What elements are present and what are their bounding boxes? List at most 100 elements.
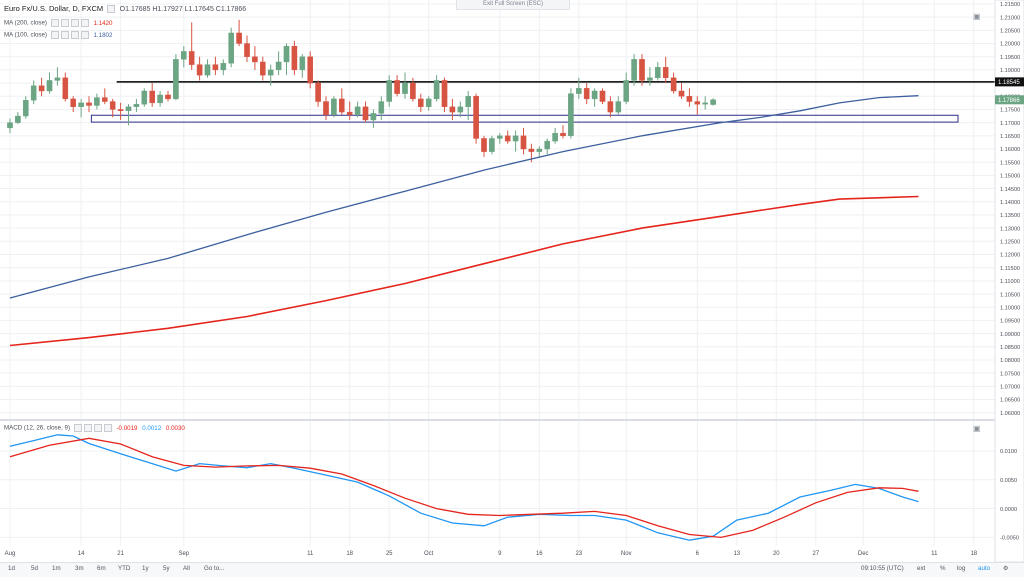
price-label-box <box>995 95 1024 105</box>
time-tick-label: Sep <box>178 551 189 557</box>
settings-icon[interactable] <box>83 424 92 432</box>
time-tick-label: 11 <box>931 551 938 557</box>
candle-up <box>425 98 432 108</box>
close-icon[interactable] <box>93 424 102 432</box>
range-3m[interactable]: 3m <box>75 565 84 572</box>
close-icon[interactable] <box>70 19 79 27</box>
more-icon[interactable] <box>80 19 89 27</box>
candle-up <box>133 103 140 108</box>
option-log[interactable]: log <box>957 565 966 572</box>
legend-ma200[interactable]: MA (200, close) 1.1420 <box>4 19 112 27</box>
candle-down <box>323 101 329 115</box>
price-tick-label: 1.10000 <box>1000 305 1020 311</box>
macd-label: MACD (12, 26, close, 9) <box>4 424 71 432</box>
candle-up <box>702 102 708 105</box>
candle-down <box>196 64 203 76</box>
time-tick-label: 18 <box>970 551 977 557</box>
range-5y[interactable]: 5y <box>163 565 170 572</box>
candle-down <box>117 109 124 111</box>
pane-divider[interactable] <box>0 419 995 421</box>
legend-main: Euro Fx/U.S. Dollar, D, FXCM O1.17685 H1… <box>4 4 247 14</box>
bottom-toolbar: 1d 5d 1m 3m 6m YTD 1y 5y All Go to... 09… <box>0 562 1024 577</box>
option-percent[interactable]: % <box>940 565 946 572</box>
candle-up <box>544 140 550 150</box>
time-tick-label: 6 <box>696 551 700 557</box>
candle-up <box>23 100 29 117</box>
price-axis-labels: 1.06000 1.06500 1.07000 1.07500 1.08000 1.085… <box>995 2 1024 542</box>
more-icon[interactable] <box>80 31 89 39</box>
range-ytd[interactable]: YTD <box>118 565 131 572</box>
candle-up <box>378 101 385 114</box>
price-tick-label: 1.15500 <box>1000 160 1020 166</box>
price-axis[interactable] <box>994 0 1024 563</box>
time-tick-label: Oct <box>424 551 434 557</box>
price-tick-label: 1.13000 <box>1000 226 1020 232</box>
pane-settings-icon[interactable]: ▣ <box>973 12 981 21</box>
eye-icon[interactable] <box>50 19 59 27</box>
range-1y[interactable]: 1y <box>142 565 149 572</box>
option-auto[interactable]: auto <box>978 565 991 572</box>
macd-line-value: 0.0012 <box>142 424 162 432</box>
time-axis-labels: Aug 14 21 Sep 11 18 25 Oct 9 16 23 Nov 6 13 20 27 Dec 11 1… <box>5 551 978 557</box>
more-icon[interactable] <box>103 424 112 432</box>
settings-icon[interactable] <box>60 31 69 39</box>
price-tick-label: 1.11500 <box>1000 266 1020 272</box>
price-tick-label: 1.21500 <box>1000 2 1020 8</box>
candle-down <box>339 98 345 113</box>
eye-icon[interactable] <box>73 424 82 432</box>
candle-up <box>512 135 519 142</box>
time-tick-label: 9 <box>498 551 502 557</box>
range-1m[interactable]: 1m <box>52 565 61 572</box>
legend-macd[interactable]: MACD (12, 26, close, 9) -0.0019 0.0012 0… <box>4 424 185 432</box>
price-tick-label: 1.06500 <box>1000 398 1020 404</box>
ma200-line <box>9 195 919 347</box>
candle-down <box>418 98 424 108</box>
exit-fullscreen-button[interactable]: Exit Full Screen (ESC) <box>456 0 570 10</box>
ma100-line <box>9 95 919 299</box>
price-tick-label: 1.07500 <box>1000 371 1020 377</box>
chart-canvas[interactable]: 1.06000 1.06500 1.07000 1.07500 1.08000 1.085… <box>0 0 1024 563</box>
go-to-button[interactable]: Go to... <box>204 565 225 572</box>
settings-icon[interactable] <box>60 19 69 27</box>
ohlc-values: O1.17685 H1.17927 L1.17645 C1.17866 <box>119 6 247 13</box>
candle-up <box>141 90 148 105</box>
macd-tick-label: -0.0050 <box>1000 536 1019 542</box>
range-5d[interactable]: 5d <box>31 565 38 572</box>
candle-down <box>528 148 535 152</box>
candle-up <box>30 85 37 101</box>
ma100-value: 1.1802 <box>93 31 113 39</box>
price-tick-label: 1.21000 <box>1000 15 1020 21</box>
macd-pane-settings-icon[interactable]: ▣ <box>973 424 981 433</box>
candle-down <box>109 101 116 110</box>
range-all[interactable]: All <box>183 565 190 572</box>
legend-ma100[interactable]: MA (100, close) 1.1802 <box>4 31 112 39</box>
candle-up <box>457 106 464 113</box>
candle-up <box>54 77 61 81</box>
candle-down <box>38 85 45 92</box>
candle-up <box>386 80 393 102</box>
price-tick-label: 1.08000 <box>1000 358 1020 364</box>
range-6m[interactable]: 6m <box>97 565 106 572</box>
price-tick-label: 1.12000 <box>1000 253 1020 259</box>
visibility-icon[interactable] <box>106 5 115 14</box>
candle-up <box>94 97 100 106</box>
candle-down <box>686 96 693 102</box>
support-zone-box <box>90 114 959 123</box>
candle-up <box>552 132 558 142</box>
candle-up <box>46 80 53 92</box>
candle-down <box>212 64 219 71</box>
clock: 09:10:55 (UTC) <box>861 565 904 572</box>
range-1d[interactable]: 1d <box>8 565 15 572</box>
option-ext[interactable]: ext <box>917 565 926 572</box>
candle-up <box>275 61 282 71</box>
candle-up <box>204 64 211 76</box>
symbol-title[interactable]: Euro Fx/U.S. Dollar, D, FXCM <box>4 4 104 13</box>
price-tick-label: 1.16500 <box>1000 134 1020 140</box>
candle-up <box>78 102 84 108</box>
price-label: 1.17866 <box>998 98 1020 104</box>
candle-up <box>568 93 574 137</box>
time-tick-label: 13 <box>733 551 740 557</box>
chart-settings-icon[interactable]: ⚙ <box>1003 565 1009 572</box>
eye-icon[interactable] <box>50 31 59 39</box>
close-icon[interactable] <box>70 31 79 39</box>
